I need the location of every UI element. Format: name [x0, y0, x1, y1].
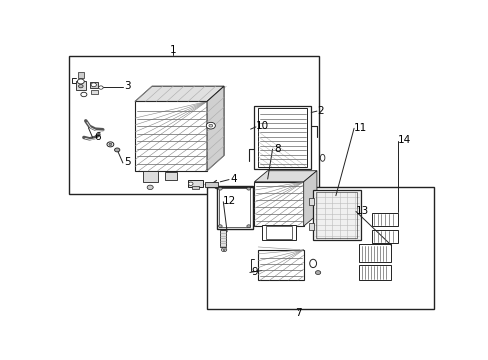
- Bar: [312, 190, 360, 240]
- Circle shape: [147, 185, 153, 190]
- Bar: [371, 213, 397, 226]
- Circle shape: [315, 271, 320, 275]
- Text: 12: 12: [223, 196, 236, 206]
- Polygon shape: [135, 86, 224, 102]
- Bar: [358, 244, 390, 262]
- Bar: [188, 180, 203, 187]
- Circle shape: [208, 124, 212, 127]
- Circle shape: [99, 86, 103, 89]
- Bar: [205, 183, 218, 186]
- Text: 13: 13: [355, 206, 368, 216]
- Polygon shape: [254, 171, 316, 182]
- Text: 2: 2: [317, 106, 324, 116]
- Text: 6: 6: [94, 132, 100, 143]
- Circle shape: [188, 182, 193, 185]
- Bar: [142, 171, 158, 182]
- Bar: [308, 198, 313, 205]
- Bar: [371, 230, 397, 243]
- Text: 14: 14: [397, 135, 410, 145]
- Polygon shape: [206, 86, 224, 171]
- Text: 9: 9: [250, 267, 257, 277]
- Bar: [254, 182, 303, 226]
- Text: 4: 4: [230, 174, 236, 184]
- Text: 11: 11: [353, 123, 366, 133]
- Bar: [78, 72, 84, 78]
- Bar: [218, 188, 250, 227]
- Bar: [76, 81, 85, 90]
- Circle shape: [246, 187, 250, 190]
- Bar: [89, 82, 98, 87]
- Circle shape: [218, 187, 222, 190]
- Circle shape: [79, 85, 83, 88]
- Bar: [254, 105, 311, 169]
- Text: 8: 8: [273, 144, 280, 153]
- Bar: [135, 102, 206, 171]
- Circle shape: [114, 148, 120, 152]
- Circle shape: [221, 248, 226, 252]
- Polygon shape: [303, 171, 316, 226]
- Bar: [165, 172, 176, 180]
- Text: 1: 1: [169, 45, 176, 55]
- Circle shape: [246, 225, 250, 228]
- Text: 10: 10: [255, 121, 268, 131]
- Bar: [358, 265, 390, 280]
- Circle shape: [91, 83, 96, 87]
- Text: 7: 7: [294, 308, 301, 318]
- Circle shape: [206, 122, 215, 129]
- Bar: [258, 108, 307, 167]
- Text: 5: 5: [124, 157, 130, 167]
- Bar: [216, 186, 252, 229]
- Circle shape: [218, 225, 222, 228]
- Circle shape: [223, 249, 225, 251]
- Bar: [262, 225, 296, 240]
- Bar: [206, 187, 433, 309]
- Bar: [91, 90, 98, 94]
- Circle shape: [81, 92, 87, 97]
- Bar: [258, 250, 303, 280]
- Text: 3: 3: [124, 81, 130, 91]
- Ellipse shape: [309, 259, 316, 267]
- Bar: [68, 56, 318, 194]
- Circle shape: [107, 142, 114, 147]
- Bar: [219, 230, 226, 247]
- Bar: [316, 192, 357, 238]
- Bar: [265, 226, 292, 239]
- Bar: [191, 186, 199, 189]
- Bar: [308, 223, 313, 230]
- Circle shape: [109, 143, 112, 145]
- Ellipse shape: [320, 154, 324, 161]
- Circle shape: [77, 79, 84, 84]
